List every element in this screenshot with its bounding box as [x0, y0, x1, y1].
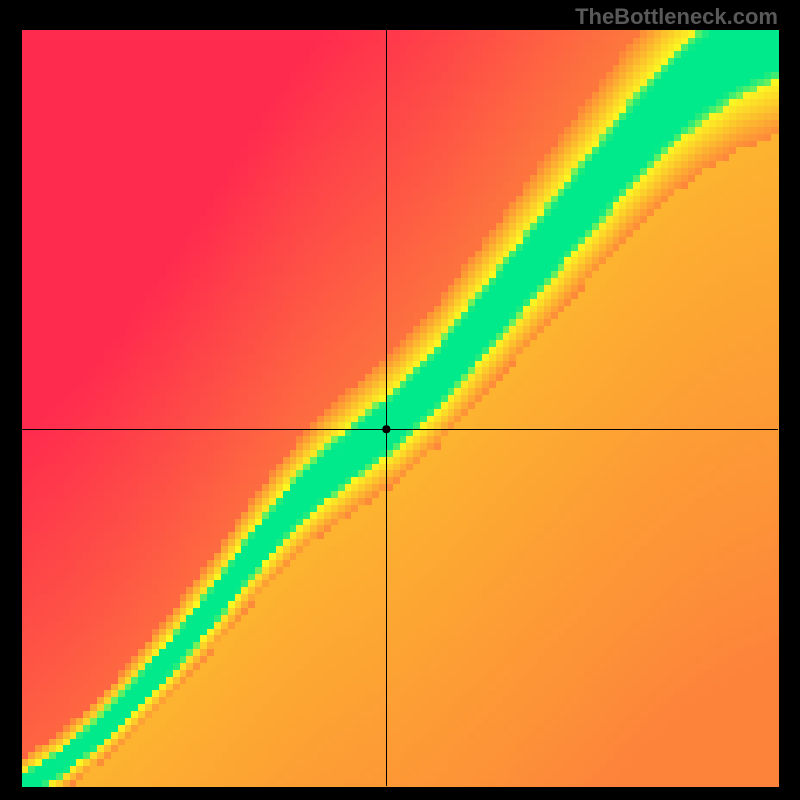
chart-container: TheBottleneck.com: [0, 0, 800, 800]
bottleneck-heatmap: [0, 0, 800, 800]
watermark-text: TheBottleneck.com: [575, 4, 778, 30]
